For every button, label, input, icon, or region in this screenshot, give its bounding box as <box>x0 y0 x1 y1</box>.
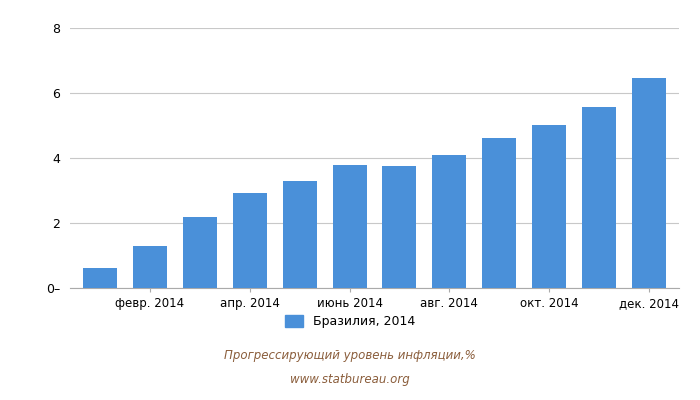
Bar <box>283 181 316 288</box>
Bar <box>133 246 167 288</box>
Bar <box>482 138 517 288</box>
Bar <box>332 164 367 288</box>
Bar <box>83 268 117 288</box>
Text: Прогрессирующий уровень инфляции,%: Прогрессирующий уровень инфляции,% <box>224 350 476 362</box>
Bar <box>433 155 466 288</box>
Bar <box>532 125 566 288</box>
Bar <box>632 78 666 288</box>
Text: www.statbureau.org: www.statbureau.org <box>290 374 410 386</box>
Bar <box>382 166 416 288</box>
Bar <box>183 217 217 288</box>
Bar <box>582 107 616 288</box>
Legend: Бразилия, 2014: Бразилия, 2014 <box>279 310 421 333</box>
Bar <box>232 193 267 288</box>
